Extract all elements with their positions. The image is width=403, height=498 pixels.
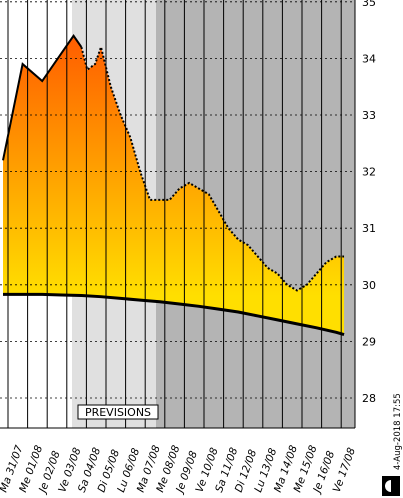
y-tick-label: 30	[362, 279, 376, 292]
y-tick-label: 34	[362, 52, 376, 65]
series-lines	[2, 34, 345, 337]
annotations: PREVISIONS 4-Aug-2018 17:55	[77, 393, 403, 496]
chart-grid	[0, 0, 356, 429]
y-tick-label: 28	[362, 392, 376, 405]
y-tick-label: 35	[362, 0, 376, 9]
logo-icon	[382, 476, 400, 496]
temperature-fill	[3, 35, 345, 335]
forecast-temperature-line	[80, 43, 345, 292]
baseline-line	[3, 292, 345, 337]
y-tick-label: 33	[362, 109, 376, 122]
forecast-label-box	[77, 404, 159, 420]
timestamp: 4-Aug-2018 17:55	[393, 393, 403, 470]
y-axis-ticks: 28 29 30 31 32 33 34 35	[362, 0, 376, 405]
y-tick-label: 32	[362, 166, 376, 179]
forecast-label: PREVISIONS	[85, 406, 151, 419]
observed-temperature-line	[2, 34, 83, 161]
y-tick-label: 29	[362, 335, 376, 348]
temperature-area	[3, 35, 345, 335]
y-tick-label: 31	[362, 222, 376, 235]
